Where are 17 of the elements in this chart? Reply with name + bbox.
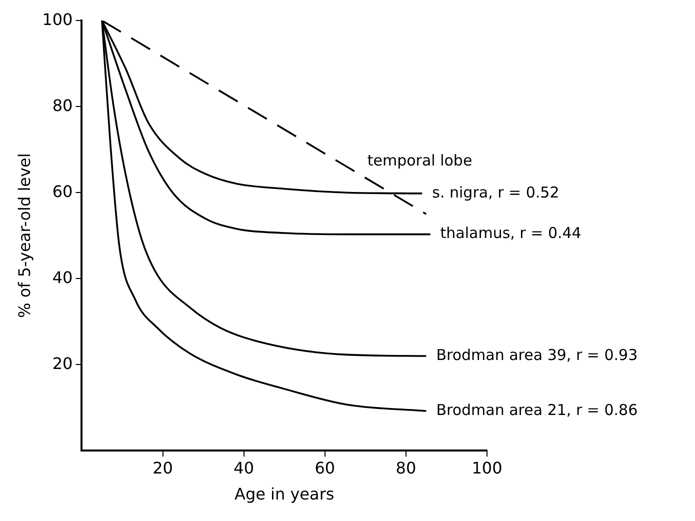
x-tick-label: 40 <box>234 458 254 478</box>
x-tick-label: 100 <box>472 458 502 478</box>
y-tick-label: 60 <box>52 182 73 201</box>
y-tick-label: 20 <box>52 354 73 373</box>
series-label: temporal lobe <box>367 151 472 170</box>
y-tick-label: 80 <box>52 96 73 115</box>
series-label: s. nigra, r = 0.52 <box>432 183 560 202</box>
x-axis-title: Age in years <box>234 484 334 504</box>
x-tick-label: 80 <box>396 458 416 478</box>
series-label: Brodman area 39, r = 0.93 <box>436 346 638 364</box>
x-tick-label: 20 <box>152 458 173 478</box>
y-tick-label: 40 <box>52 268 73 287</box>
series-label: thalamus, r = 0.44 <box>440 224 582 242</box>
series-label: Brodman area 21, r = 0.86 <box>436 400 638 419</box>
y-axis-title: % of 5-year-old level <box>14 153 34 318</box>
y-tick-label: 100 <box>42 10 73 29</box>
x-tick-label: 60 <box>314 458 336 478</box>
